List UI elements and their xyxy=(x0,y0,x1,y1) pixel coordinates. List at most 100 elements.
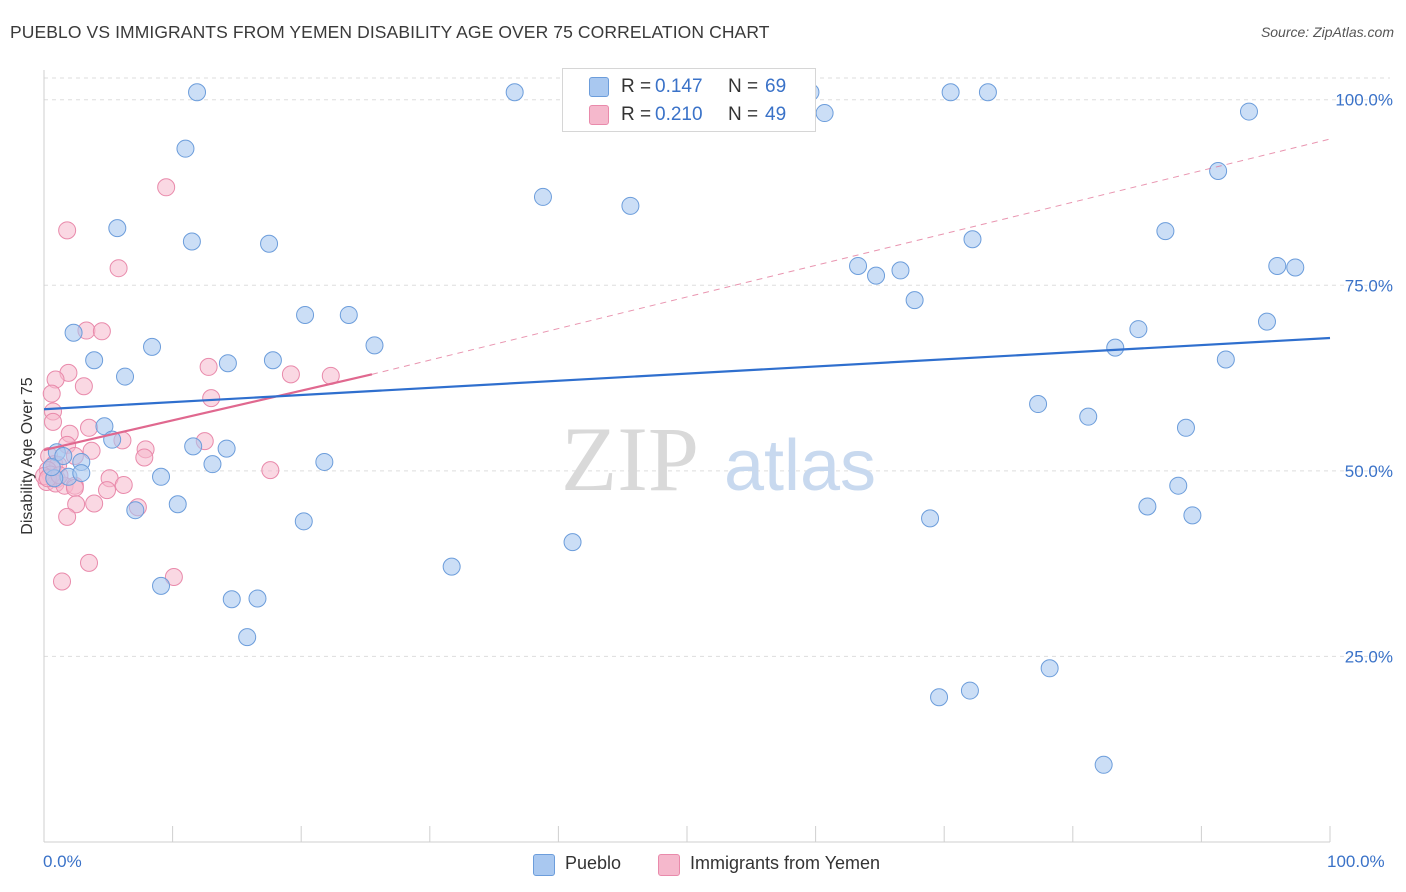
yemen-point xyxy=(109,259,128,278)
pueblo-point xyxy=(143,337,162,356)
pueblo-point xyxy=(294,512,313,531)
pueblo-point xyxy=(1169,476,1188,495)
pueblo-point xyxy=(203,455,222,474)
pueblo-point xyxy=(1094,755,1113,774)
pueblo-point xyxy=(152,467,171,486)
yemen-point xyxy=(202,389,221,408)
pueblo-swatch xyxy=(533,854,555,876)
pueblo-point xyxy=(815,104,834,123)
r-value: 0.210 xyxy=(655,104,703,125)
yemen-point xyxy=(53,572,72,591)
pueblo-point xyxy=(248,589,267,608)
pueblo-point xyxy=(1106,338,1125,357)
y-tick-label: 100.0% xyxy=(1335,91,1393,110)
pueblo-point xyxy=(184,437,203,456)
pueblo-point xyxy=(339,305,358,324)
pueblo-point xyxy=(365,336,384,355)
pueblo-point xyxy=(905,291,924,310)
pueblo-point xyxy=(978,83,997,102)
pueblo-point xyxy=(963,230,982,249)
pueblo-point xyxy=(260,234,279,253)
pueblo-point xyxy=(1029,395,1048,414)
series-pueblo-points xyxy=(42,83,1305,774)
pueblo-trend-line xyxy=(43,336,1331,411)
y-axis-label: Disability Age Over 75 xyxy=(19,377,36,535)
pueblo-swatch xyxy=(589,77,609,97)
pueblo-point xyxy=(1040,659,1059,678)
pueblo-point xyxy=(1138,497,1157,516)
pueblo-point xyxy=(263,351,282,370)
trend-lines xyxy=(43,138,1331,452)
grid-lines xyxy=(44,77,1390,657)
pueblo-point xyxy=(95,417,114,436)
stats-row-yemen: R = 0.210 N = 49 xyxy=(563,101,815,129)
pueblo-point xyxy=(116,367,135,386)
legend-label: Immigrants from Yemen xyxy=(690,853,881,873)
pueblo-point xyxy=(867,266,886,285)
y-tick-label: 75.0% xyxy=(1345,276,1393,295)
legend-label: Pueblo xyxy=(565,853,622,873)
pueblo-point xyxy=(85,351,104,370)
x-tick-label-max: 100.0% xyxy=(1327,852,1385,871)
yemen-point xyxy=(135,448,154,467)
pueblo-point xyxy=(960,681,979,700)
pueblo-point xyxy=(1176,418,1195,437)
pueblo-point xyxy=(54,447,73,465)
yemen-point xyxy=(261,461,280,480)
pueblo-point xyxy=(315,452,334,471)
y-tick-label: 25.0% xyxy=(1345,647,1393,666)
pueblo-point xyxy=(621,196,640,215)
pueblo-point xyxy=(941,83,960,102)
r-label: R = xyxy=(621,104,652,125)
n-label: N = xyxy=(728,76,759,97)
pueblo-point xyxy=(849,256,868,275)
r-value: 0.147 xyxy=(655,76,703,97)
pueblo-point xyxy=(296,305,315,324)
pueblo-point xyxy=(72,464,91,483)
yemen-point xyxy=(281,365,300,384)
yemen-swatch xyxy=(658,854,680,876)
pueblo-point xyxy=(218,354,237,373)
watermark-atlas: atlas xyxy=(724,426,876,506)
pueblo-point xyxy=(1183,506,1202,525)
yemen-trend-line xyxy=(43,373,373,452)
pueblo-point xyxy=(563,533,582,552)
pueblo-point xyxy=(1209,161,1228,180)
n-value: 49 xyxy=(765,104,787,125)
yemen-swatch xyxy=(589,105,609,125)
yemen-trend-extrapolated xyxy=(371,138,1331,375)
watermark: ZIP atlas xyxy=(561,408,876,510)
pueblo-point xyxy=(1239,102,1258,121)
source-label: Source: ZipAtlas.com xyxy=(1260,24,1394,40)
pueblo-point xyxy=(42,458,61,477)
yemen-point xyxy=(74,377,93,396)
pueblo-point xyxy=(176,139,195,158)
yemen-point xyxy=(82,441,101,460)
chart-title: PUEBLO VS IMMIGRANTS FROM YEMEN DISABILI… xyxy=(10,22,770,42)
stats-box: R = 0.147 N = 69 R = 0.210 N = 49 xyxy=(562,68,816,132)
n-value: 69 xyxy=(765,76,787,97)
yemen-point xyxy=(164,567,183,586)
y-tick-labels: 25.0% 50.0% 75.0% 100.0% xyxy=(1335,91,1393,667)
pueblo-point xyxy=(182,232,201,251)
pueblo-point xyxy=(126,501,145,520)
pueblo-point xyxy=(1156,222,1175,241)
pueblo-point xyxy=(1286,258,1305,277)
pueblo-point xyxy=(1129,320,1148,339)
pueblo-point xyxy=(238,628,257,647)
pueblo-point xyxy=(930,688,949,707)
yemen-point xyxy=(42,384,61,403)
legend: Pueblo Immigrants from Yemen xyxy=(0,852,1406,878)
yemen-point xyxy=(80,418,99,437)
pueblo-point xyxy=(505,83,524,102)
x-tick-label-min: 0.0% xyxy=(43,852,82,871)
pueblo-point xyxy=(1216,350,1235,369)
yemen-point xyxy=(80,553,99,572)
watermark-zip: ZIP xyxy=(561,408,699,510)
pueblo-point xyxy=(217,439,236,458)
yemen-point xyxy=(58,507,77,526)
y-tick-label: 50.0% xyxy=(1345,462,1393,481)
pueblo-point xyxy=(1257,312,1276,331)
pueblo-point xyxy=(921,509,940,528)
